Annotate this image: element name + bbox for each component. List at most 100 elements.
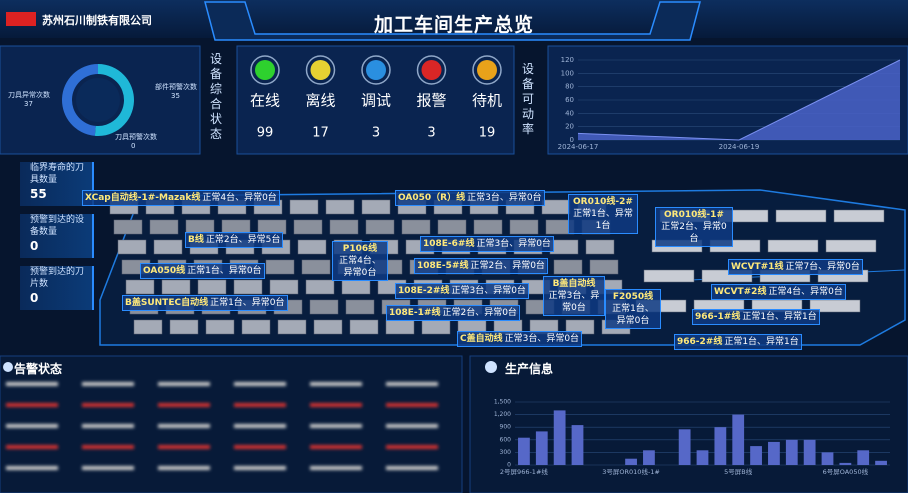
zone-name[interactable]: XCap自动线-1#-Mazak线 — [85, 193, 201, 203]
zone-status: 正常3台、异常0台 — [467, 193, 542, 203]
machine-block — [161, 279, 191, 295]
zone-label: C盖自动线 正常3台、异常0台 — [457, 331, 583, 347]
alarm-icon — [3, 362, 13, 372]
zone-label: OA050线 正常1台、异常0台 — [140, 263, 265, 279]
status-light — [255, 60, 275, 80]
alarm-row — [386, 466, 438, 470]
status-ring — [305, 55, 336, 85]
zone-name[interactable]: B盖自动线 — [552, 279, 596, 289]
x-tick-label: 5号屏B线 — [724, 467, 753, 476]
zone-name[interactable]: P106线 — [342, 244, 378, 254]
machine-block — [585, 239, 615, 255]
zone-name[interactable]: 108E-6#线 — [423, 239, 475, 249]
bar — [875, 460, 887, 465]
zone-name[interactable]: 966-2#线 — [677, 337, 723, 347]
zone-label: WCVT#2线 正常4台、异常0台 — [711, 284, 846, 300]
y-tick-label: 1,200 — [494, 411, 511, 418]
zone-name[interactable]: OA050线 — [143, 266, 186, 276]
donut-slice — [61, 64, 98, 136]
zone-label: OR010线-2# 正常1台、异常1台 — [568, 194, 638, 234]
zone-name[interactable]: OA050（R）线 — [398, 193, 466, 203]
status-label: 在线 — [250, 92, 280, 110]
zone-status: 正常2台、异常0台 — [661, 222, 727, 244]
machine-block — [325, 199, 355, 215]
alarm-title: 告警状态 — [14, 362, 63, 376]
zone-name[interactable]: B线 — [188, 235, 204, 245]
machine-block — [345, 299, 375, 315]
zone-status: 正常1台、异常0台 — [187, 266, 262, 276]
alarm-row — [234, 382, 286, 386]
machine-block — [113, 219, 143, 235]
machine-block — [833, 209, 885, 223]
alarm-row — [6, 403, 58, 407]
bar — [571, 425, 584, 465]
zone-label: 108E-2#线 正常3台、异常0台 — [395, 283, 529, 299]
bar — [643, 450, 655, 465]
sidebar-card: 预警到达的刀片数 0 — [20, 266, 94, 310]
zone-name[interactable]: 108E-5#线 — [417, 261, 469, 271]
value-label: 0 — [131, 142, 135, 150]
machine-block — [117, 239, 147, 255]
bar — [857, 450, 870, 465]
production-icon — [485, 361, 497, 373]
zone-label: B盖自动线正常3台、异常0台 — [543, 276, 605, 316]
alarm-row — [234, 466, 286, 470]
machine-block — [265, 259, 295, 275]
production-panel — [469, 355, 908, 493]
zone-name[interactable]: WCVT#1线 — [731, 262, 784, 272]
sidebar-value: 55 — [30, 187, 47, 201]
bar — [768, 441, 780, 465]
alarm-row — [82, 424, 134, 428]
alarm-row — [234, 424, 286, 428]
zone-status: 正常1台、异常1台 — [724, 337, 799, 347]
zone-name[interactable]: 108E-1#线 — [389, 308, 441, 318]
bar — [732, 414, 745, 465]
y-tick-label: 900 — [500, 424, 512, 431]
machine-block — [643, 269, 695, 283]
alarm-row — [386, 403, 438, 407]
machine-block — [825, 239, 877, 253]
bar — [696, 450, 709, 465]
machine-block — [329, 219, 359, 235]
zone-name[interactable]: 108E-2#线 — [398, 286, 450, 296]
zone-status: 正常2台、异常0台 — [470, 261, 545, 271]
machine-block — [809, 299, 861, 313]
machine-block — [473, 219, 503, 235]
zone-status: 正常3台、异常0台 — [504, 334, 580, 344]
machine-block — [301, 259, 331, 275]
alarm-row — [158, 403, 210, 407]
zone-name[interactable]: C盖自动线 — [460, 334, 503, 344]
machine-block — [197, 279, 227, 295]
zone-status: 正常3台、异常0台 — [548, 291, 600, 313]
zone-name[interactable]: OR010线-1# — [664, 210, 724, 220]
zone-status: 正常1台、异常1台 — [573, 209, 633, 231]
alarm-row — [158, 466, 210, 470]
zone-label: XCap自动线-1#-Mazak线 正常4台、异常0台 — [82, 190, 280, 206]
zone-name[interactable]: 966-1#线 — [695, 312, 741, 322]
zone-name[interactable]: F2050线 — [612, 292, 654, 302]
logo — [6, 12, 36, 26]
machine-block — [293, 219, 323, 235]
bar — [625, 458, 637, 465]
machine-block — [509, 219, 539, 235]
zone-name[interactable]: WCVT#2线 — [714, 287, 767, 297]
zone-status: 正常1台、异常0台 — [612, 304, 654, 326]
zone-label: 108E-1#线 正常2台、异常0台 — [386, 305, 520, 321]
y-tick-label: 600 — [500, 436, 512, 443]
status-label: 调试 — [361, 92, 391, 110]
sidebar-label: 预警到达的设备数量 — [30, 215, 85, 237]
line — [577, 59, 901, 141]
status-value: 3 — [372, 126, 380, 141]
machine-block — [401, 219, 431, 235]
zone-label: P106线 正常4台、异常0台 — [332, 241, 388, 281]
zone-label: OA050（R）线 正常3台、异常0台 — [395, 190, 545, 206]
alarm-row — [6, 382, 58, 386]
alarm-row — [310, 403, 362, 407]
alarm-row — [310, 445, 362, 449]
zone-name[interactable]: B盖SUNTEC自动线 — [125, 298, 209, 308]
sidebar-value: 0 — [30, 239, 39, 253]
status-value: 3 — [427, 126, 435, 141]
zone-name[interactable]: OR010线-2# — [573, 197, 633, 207]
value-label: 37 — [24, 100, 33, 108]
